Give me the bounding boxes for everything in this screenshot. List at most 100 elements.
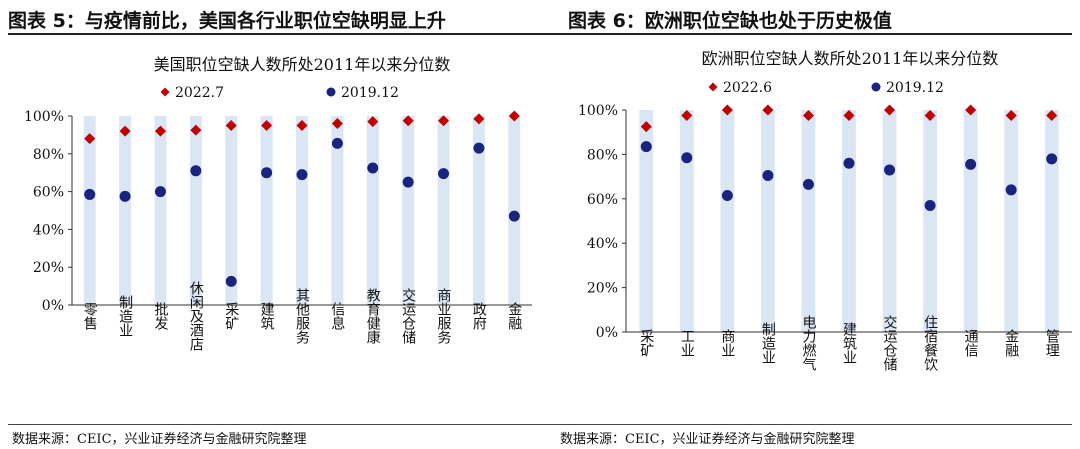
- eu-x-tick-label: 管理: [1044, 329, 1060, 357]
- eu-point-prior: [1046, 153, 1058, 165]
- eu-x-tick-label: 金融: [1003, 329, 1019, 357]
- us-bar: [472, 116, 485, 305]
- eu-x-tick-label: 交运仓储: [882, 314, 898, 371]
- eu-y-tick-label: 100%: [578, 103, 618, 119]
- eu-bar: [720, 110, 735, 332]
- us-point-prior: [402, 176, 414, 188]
- us-point-recent: [473, 113, 485, 125]
- us-x-tick-label: 政府: [471, 302, 487, 331]
- eu-bar: [963, 110, 978, 332]
- us-bar: [119, 116, 132, 305]
- us-y-tick-label: 100%: [24, 109, 64, 125]
- us-bar: [331, 116, 344, 305]
- eu-x-tick-label: 商业: [719, 329, 735, 357]
- eu-point-prior: [1005, 184, 1017, 196]
- us-legend-diamond-marker: [160, 87, 170, 97]
- eu-bar: [761, 110, 775, 332]
- us-point-recent: [331, 118, 343, 130]
- right-source-note: 数据来源：CEIC，兴业证券经济与金融研究院整理: [560, 432, 855, 447]
- eu-bar: [923, 110, 937, 332]
- us-bar: [508, 116, 521, 305]
- eu-legend-label-prior: 2019.12: [886, 80, 944, 96]
- right-figure-title: 图表 6：欧洲职位空缺也处于历史极值: [568, 10, 892, 32]
- eu-y-tick-label: 0%: [596, 325, 618, 341]
- us-point-recent: [225, 119, 237, 131]
- eu-point-recent: [1046, 110, 1058, 122]
- eu-bar: [882, 110, 897, 332]
- us-y-tick-label: 40%: [33, 222, 64, 238]
- us-legend-label-prior: 2019.12: [341, 85, 399, 101]
- eu-x-tick-label: 工业: [679, 329, 695, 357]
- us-x-tick-label: 信息: [329, 302, 345, 330]
- eu-point-prior: [924, 199, 936, 211]
- eu-y-tick-label: 20%: [587, 281, 618, 297]
- left-figure-title: 图表 5：与疫情前比，美国各行业职位空缺明显上升: [8, 10, 446, 32]
- us-point-recent: [154, 125, 166, 137]
- us-point-recent: [190, 124, 202, 136]
- us-point-prior: [331, 137, 343, 149]
- us-y-tick-label: 60%: [33, 185, 64, 201]
- eu-y-tick-label: 60%: [587, 192, 618, 208]
- eu-legend-circle-marker: [871, 82, 881, 92]
- us-point-prior: [296, 169, 308, 181]
- us-bar: [189, 116, 202, 305]
- us-point-prior: [225, 275, 237, 287]
- eu-point-recent: [762, 104, 774, 116]
- us-point-prior: [261, 167, 273, 179]
- eu-legend-diamond-marker: [708, 82, 718, 92]
- eu-chart: 欧洲职位空缺人数所处2011年以来分位数 2022.6 2019.12 0% 20% 40…: [578, 49, 1072, 371]
- eu-x-tick-label: 采矿: [638, 329, 654, 357]
- eu-y-tick-label: 80%: [587, 147, 618, 163]
- eu-bar: [679, 110, 694, 332]
- eu-point-recent: [965, 104, 977, 116]
- us-legend-circle-marker: [326, 87, 336, 97]
- us-y-tick-label: 20%: [33, 260, 64, 276]
- title-rule: [8, 33, 1072, 35]
- us-point-prior: [508, 210, 520, 222]
- us-point-recent: [296, 119, 308, 131]
- eu-point-prior: [721, 189, 733, 201]
- us-x-tick-label: 教育健康: [365, 288, 381, 344]
- eu-point-recent: [1005, 110, 1017, 122]
- us-point-prior: [438, 168, 450, 180]
- eu-bar: [842, 110, 856, 332]
- us-x-tick-label: 建筑: [259, 302, 275, 331]
- us-x-tick-label: 金融: [506, 302, 522, 330]
- us-point-recent: [84, 133, 96, 145]
- eu-point-prior: [762, 169, 774, 181]
- us-point-recent: [261, 119, 273, 131]
- source-rule: [8, 424, 1072, 425]
- us-x-tick-label: 休闲及酒店: [188, 281, 204, 351]
- us-x-tick-label: 零售: [82, 302, 98, 330]
- us-point-recent: [402, 115, 414, 127]
- eu-point-prior: [802, 178, 814, 190]
- eu-bar: [1004, 110, 1019, 332]
- eu-point-recent: [884, 104, 896, 116]
- eu-point-prior: [965, 158, 977, 170]
- eu-point-prior: [843, 157, 855, 169]
- us-point-prior: [119, 190, 131, 202]
- us-chart-title: 美国职位空缺人数所处2011年以来分位数: [154, 55, 451, 74]
- us-point-recent: [367, 116, 379, 128]
- us-point-prior: [473, 142, 485, 154]
- us-bar: [402, 116, 415, 305]
- eu-point-recent: [802, 110, 814, 122]
- us-chart: 美国职位空缺人数所处2011年以来分位数 2022.7 2019.12 0% 20% 40…: [24, 55, 532, 351]
- eu-point-recent: [681, 110, 693, 122]
- us-bar: [260, 116, 273, 305]
- eu-x-tick-label: 通信: [963, 329, 979, 357]
- eu-x-tick-label: 建筑业: [841, 322, 857, 364]
- us-x-tick-label: 商业服务: [436, 288, 452, 344]
- us-point-prior: [84, 188, 96, 200]
- eu-bar: [639, 110, 654, 332]
- eu-point-recent: [843, 110, 855, 122]
- us-x-tick-label: 其他服务: [294, 288, 310, 344]
- us-bar: [225, 116, 238, 305]
- us-x-tick-label: 批发: [152, 302, 168, 330]
- us-point-prior: [367, 162, 379, 174]
- eu-legend-label-recent: 2022.6: [723, 80, 772, 96]
- eu-point-prior: [681, 152, 693, 164]
- eu-point-prior: [640, 141, 652, 153]
- us-bar: [366, 116, 379, 305]
